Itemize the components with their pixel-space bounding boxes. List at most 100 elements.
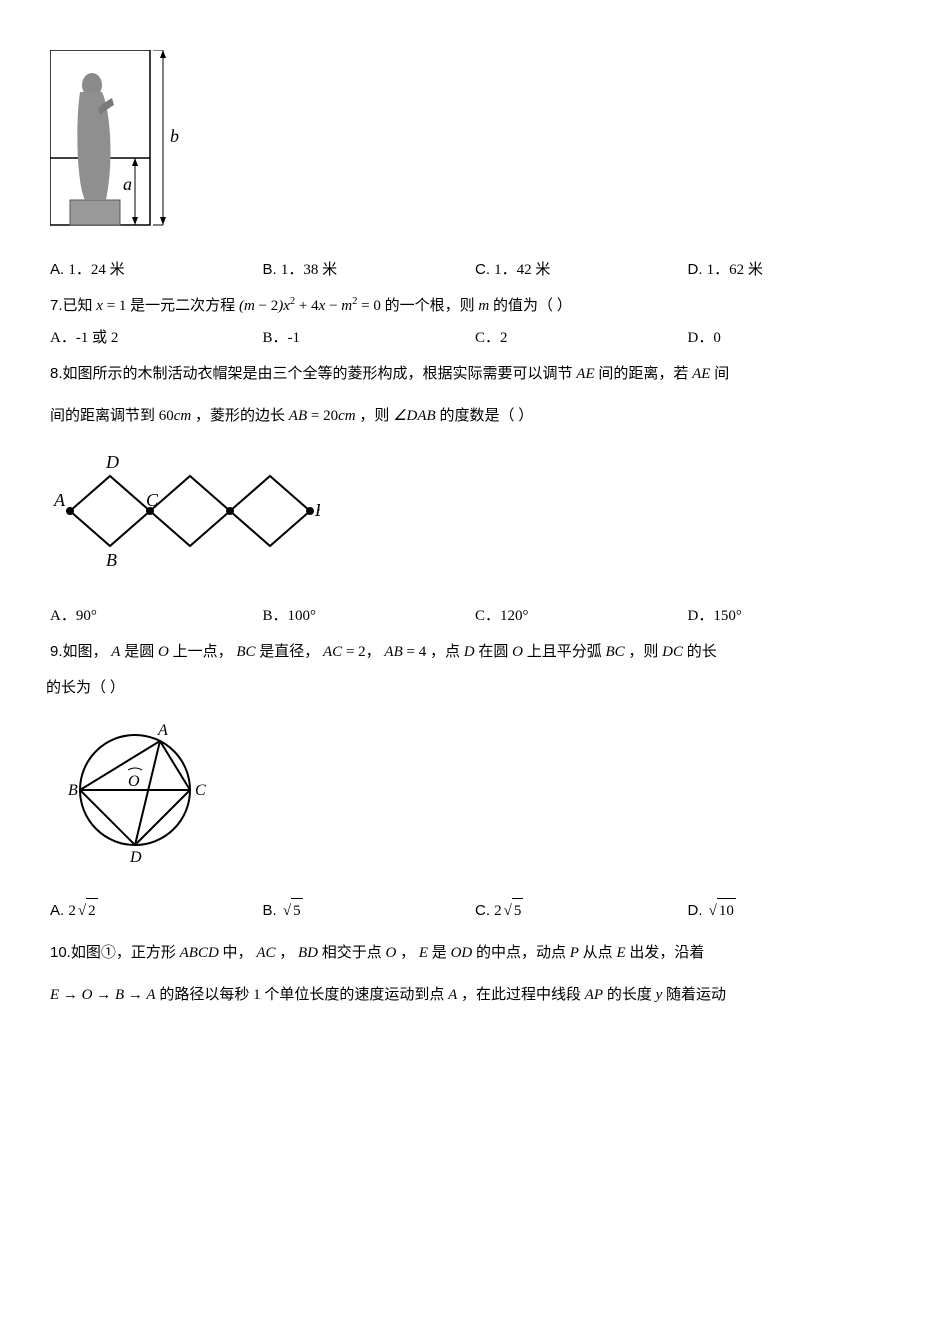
q8-choices: A．90° B．100° C．120° D．150° [50,604,900,628]
q7-suffix: 的值为（ ） [493,298,572,314]
q7-choices: A．-1 或 2 B．-1 C．2 D．0 [50,326,900,350]
q10-P: P [570,945,579,961]
q7-eq1: x = 1 [96,298,126,314]
q9-t8: ，则 [628,644,658,660]
choice-C: C. 25 [475,898,688,923]
q10-A: A [448,987,457,1003]
q10-path: E → O → B → A [50,987,156,1003]
q7-mid1: 是一元二次方程 [130,298,235,314]
choice-text: 1．42 米 [494,262,550,278]
q9-t7: 上且平分弧 [527,644,602,660]
q9-t5: ，点 [430,644,460,660]
q9-stem: 9.如图， A 是圆 O 上一点， BC 是直径， AC = 2， AB = 4… [50,640,900,664]
q7-prefix: 已知 [63,298,93,314]
q8-cm: cm [174,408,192,424]
q7-mid2: 的一个根，则 [385,298,475,314]
choice-text: 1．24 米 [68,262,124,278]
q10-ABCD: ABCD [180,945,219,961]
q10-E2: E [616,945,625,961]
q10-t12: 的长度 [607,987,652,1003]
q9-BC: BC [236,644,255,660]
statue-figure: a b [50,50,900,238]
q9-t6: 在圆 [478,644,508,660]
q10-BD: BD [298,945,318,961]
choice-text: -1 或 2 [76,330,119,346]
label-b: b [170,126,179,146]
choice-text: 150° [713,608,742,624]
q10-AC: AC [256,945,275,961]
question-number: 7. [50,297,63,314]
q8-t5: ，则 [359,408,389,424]
q9-DC: DC [662,644,683,660]
q10-t7: 的中点，动点 [476,945,566,961]
q10-t3: ， [279,945,294,961]
q10-stem-line2: E → O → B → A 的路径以每秒 1 个单位长度的速度运动到点 A ，在… [50,983,900,1007]
q8-t1: 如图所示的木制活动衣帽架是由三个全等的菱形构成，根据实际需要可以调节 [63,366,573,382]
question-number: 8. [50,365,63,382]
q8-AE: AE [576,366,594,382]
question-number: 9. [50,643,63,660]
q10-t4: 相交于点 [322,945,382,961]
label-A: A [157,722,168,739]
q8-AE2: AE [692,366,710,382]
choice-text: 90° [76,608,97,624]
q9-t1: 如图， [63,644,108,660]
label-D: D [129,849,142,866]
q8-t4: ，菱形的边长 [195,408,285,424]
q10-t5: ， [400,945,415,961]
q10-t6: 是 [432,945,447,961]
choice-label: C. [475,261,494,278]
q9-choices: A. 22 B. 5 C. 25 D. 10 [50,898,900,923]
choice-label: A. [50,261,68,278]
q9-stem-line2: 的长为（ ） [50,676,900,700]
label-E: E [314,500,320,520]
q9-AC: AC = 2 [323,644,366,660]
q9-t3: 上一点， [173,644,233,660]
q7-poly: (m − 2)x2 + 4x − m2 = 0 [239,298,381,314]
q10-O: O [386,945,397,961]
q10-y: y [656,987,663,1003]
q9-t9: 的长为（ ） [46,680,125,696]
choice-text: 100° [288,608,317,624]
q9-O2: O [512,644,523,660]
q9-BC2: BC [605,644,624,660]
q8-ab-eq: AB = 20cm [289,408,356,424]
q10-t13: 随着运动 [666,987,726,1003]
label-D: D [105,452,119,472]
label-C: C [146,490,159,510]
q9-t2: 是圆 [124,644,154,660]
q8-t6: 的度数是（ ） [439,408,533,424]
label-C: C [195,782,206,799]
q10-t1: 如图①，正方形 [71,945,176,961]
label-a: a [123,174,132,194]
q8-angle: ∠DAB [393,408,436,424]
q9-figure: A B C D O [50,710,900,878]
q8-t3: 间的距离调节到 60 [50,408,174,424]
q8-t2: 间的距离，若 [598,366,688,382]
q8-stem-line2: 间的距离调节到 60cm ，菱形的边长 AB = 20cm ，则 ∠DAB 的度… [50,404,900,428]
choice-B: B. 5 [263,898,476,923]
q10-stem: 10.如图①，正方形 ABCD 中， AC ， BD 相交于点 O ， E 是 … [50,941,900,965]
q9-A: A [111,644,120,660]
q9-D: D [464,644,475,660]
q10-AP: AP [585,987,603,1003]
q9-t4: 是直径， [259,644,319,660]
choice-label: D. [688,261,707,278]
q10-t8: 从点 [583,945,613,961]
q10-t9: 出发，沿着 [629,945,704,961]
label-B: B [106,550,117,570]
q9-O: O [158,644,169,660]
q8-figure: A D C B E [50,446,900,584]
choice-text: 1．38 米 [281,262,337,278]
label-O: O [128,773,140,790]
choice-D: D. 10 [688,898,901,923]
q10-t2: 中， [223,945,253,961]
choice-text: 1．62 米 [707,262,763,278]
choice-A: A. 22 [50,898,263,923]
choice-text: 0 [713,330,721,346]
question-number: 10. [50,944,71,961]
choice-text: -1 [288,330,301,346]
choice-label: B. [263,261,281,278]
q7-var: m [478,298,489,314]
q10-E: E [419,945,428,961]
